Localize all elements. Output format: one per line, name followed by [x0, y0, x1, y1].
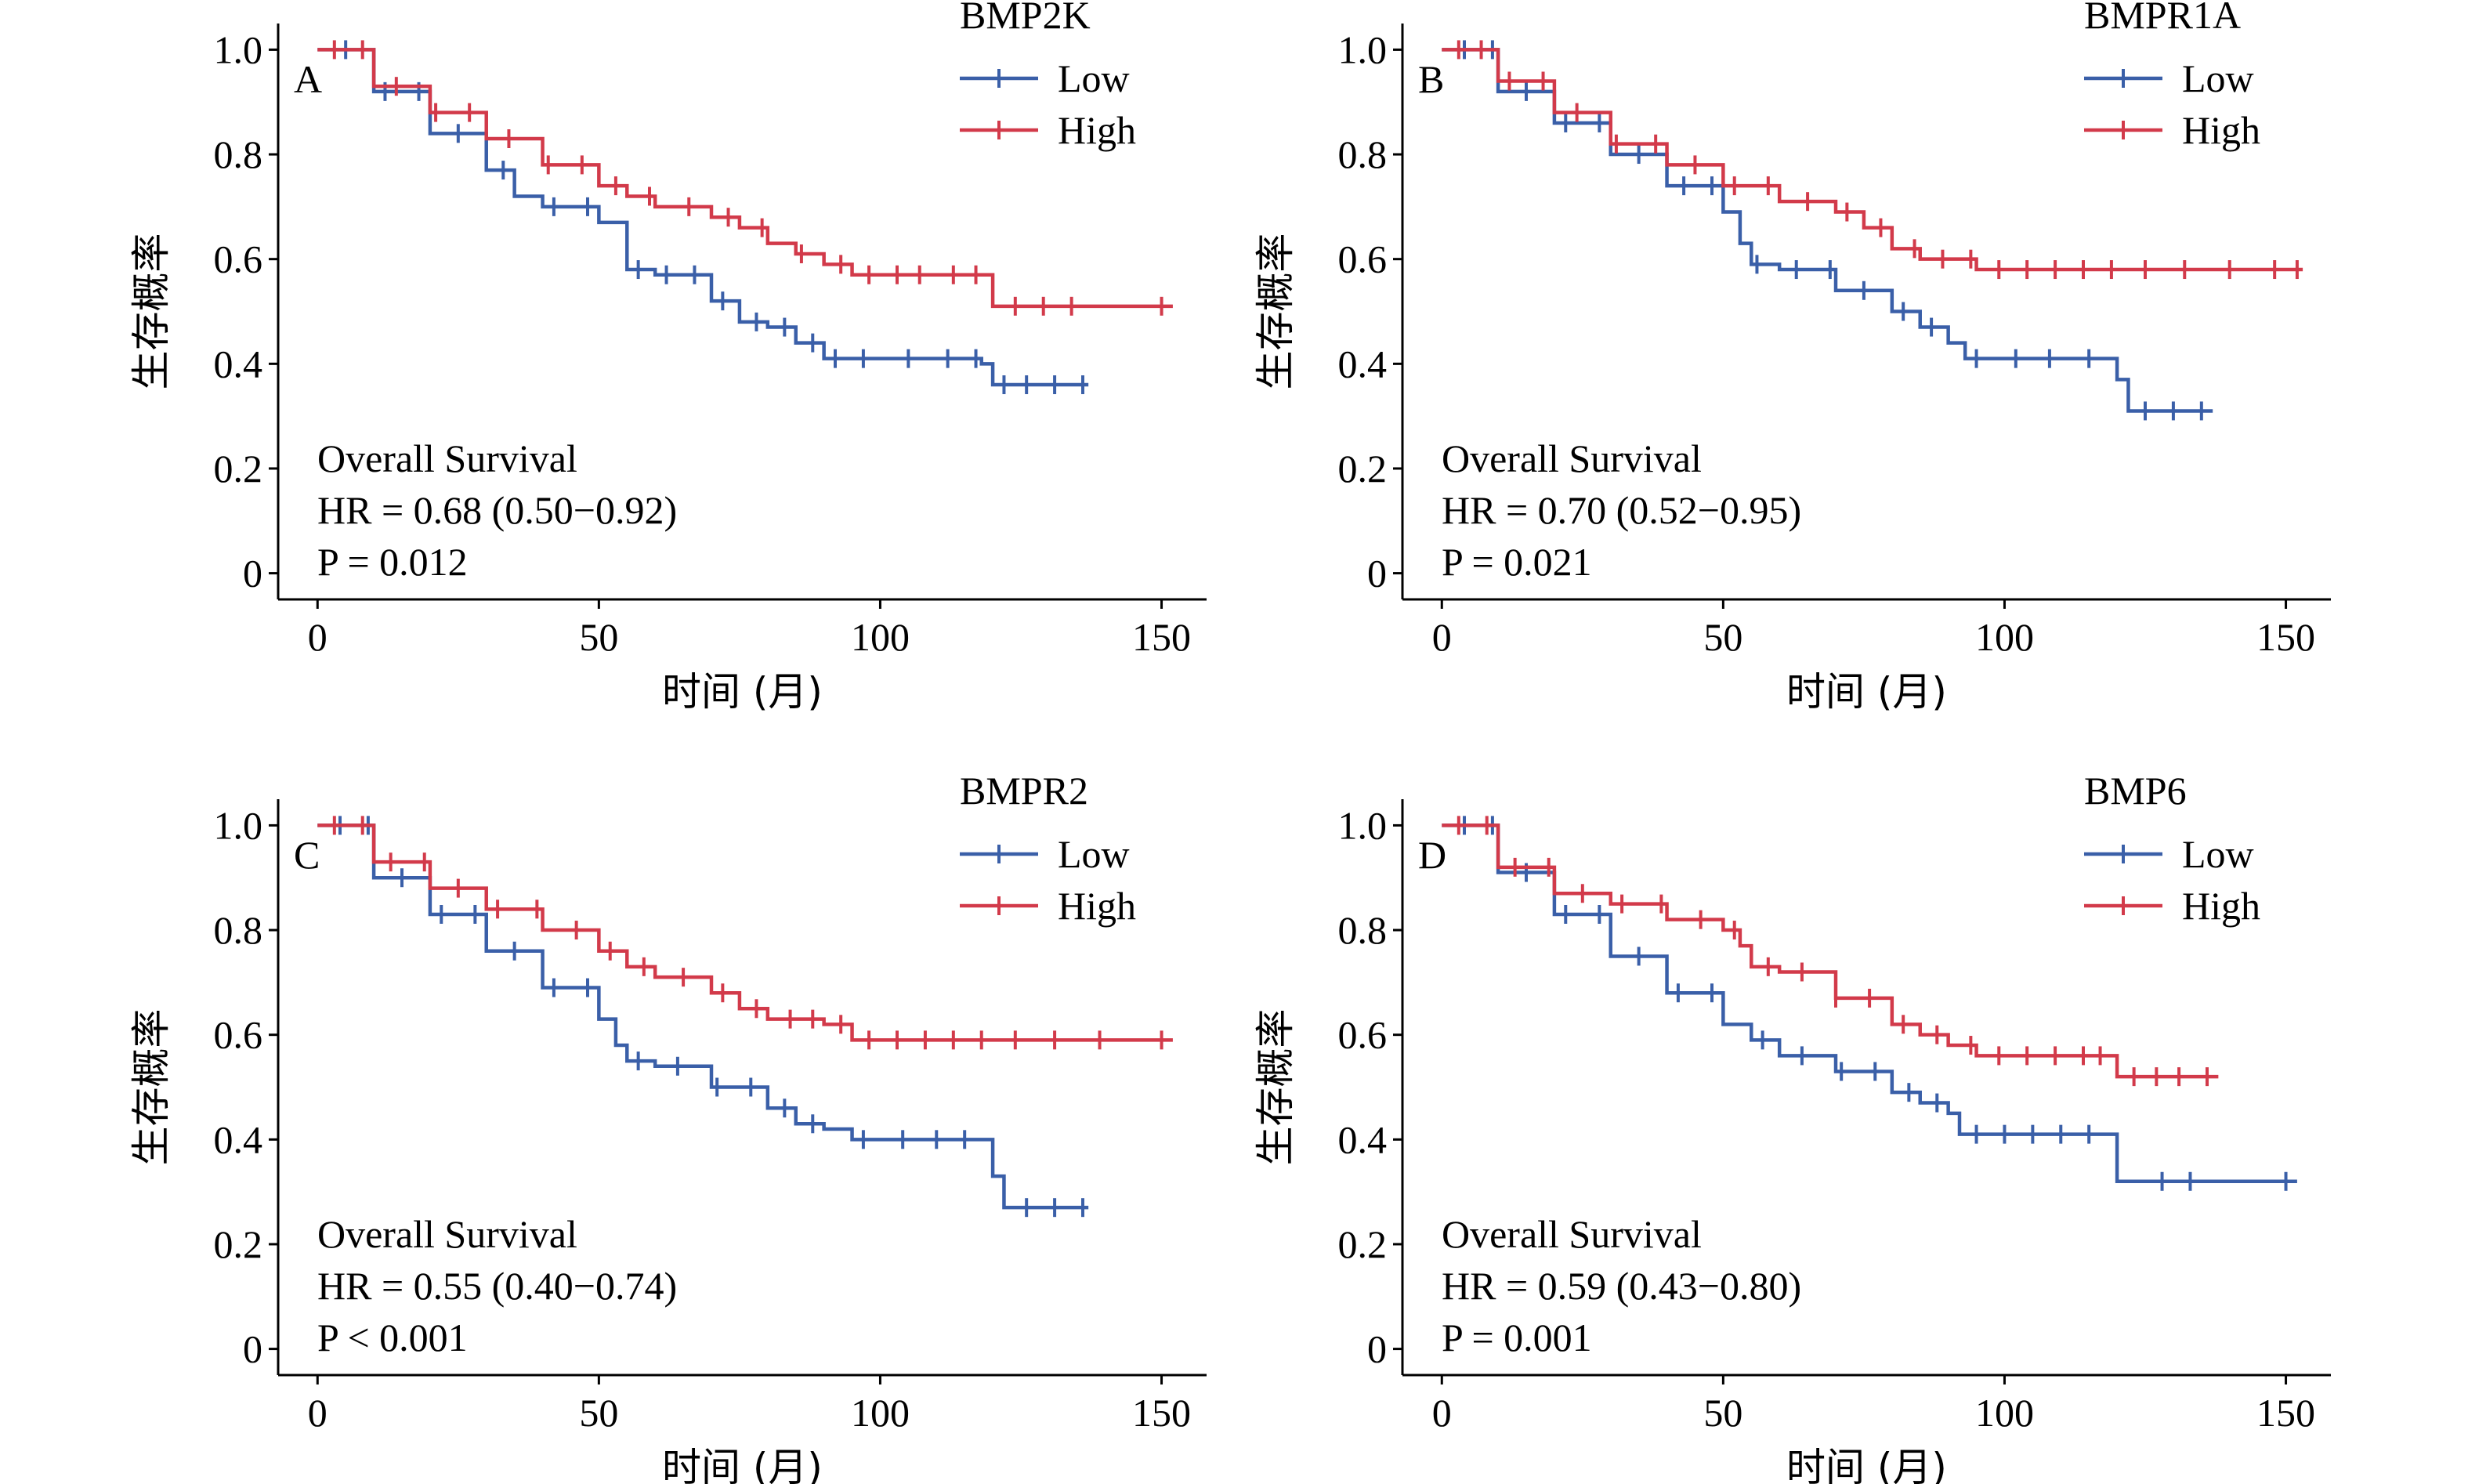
stat-line: Overall Survival [317, 1212, 577, 1256]
y-tick-label: 1.0 [1338, 27, 1388, 71]
y-tick-label: 0.2 [214, 1222, 263, 1266]
y-tick-label: 0.4 [214, 342, 263, 385]
panel-d: 0 0.2 0.4 0.6 0.8 1.0 0 50 100 150 时间 (月) 生存概率 D BMP6… [1253, 769, 2331, 1484]
y-tick-label: 0 [1367, 552, 1387, 595]
legend-label-low: Low [1058, 56, 1130, 100]
y-tick-label: 0 [243, 1327, 262, 1371]
x-tick-label: 100 [1975, 615, 2034, 659]
stat-line: P = 0.001 [1442, 1316, 1592, 1359]
y-tick-label: 0 [243, 552, 262, 595]
legend-title: BMP6 [2084, 769, 2187, 813]
stat-line: HR = 0.59 (0.43−0.80) [1442, 1264, 1801, 1308]
stat-line: HR = 0.68 (0.50−0.92) [317, 488, 677, 532]
stat-line: Overall Survival [317, 436, 577, 480]
y-axis-title: 生存概率 [1253, 233, 1298, 390]
panel-letter: B [1418, 57, 1444, 101]
panel-letter: C [294, 833, 320, 877]
x-axis-title: 时间 (月) [1786, 1445, 1947, 1484]
x-axis-title: 时间 (月) [1786, 669, 1947, 715]
y-tick-label: 0.2 [214, 447, 263, 490]
x-tick-label: 100 [851, 1391, 910, 1435]
y-tick-label: 0.8 [214, 132, 263, 176]
stat-line: P < 0.001 [317, 1316, 468, 1359]
x-tick-label: 150 [1132, 615, 1191, 659]
km-curve-high [1442, 48, 2303, 272]
panel-letter: A [294, 57, 322, 101]
x-tick-label: 150 [2256, 1391, 2315, 1435]
km-curve-low [317, 48, 1089, 387]
y-tick-label: 0.4 [1338, 1117, 1388, 1161]
km-curve-low [317, 823, 1089, 1210]
x-tick-label: 100 [851, 615, 910, 659]
y-tick-label: 0.2 [1338, 1222, 1388, 1266]
x-tick-label: 50 [579, 615, 618, 659]
y-tick-label: 0.6 [1338, 237, 1388, 281]
x-tick-label: 50 [579, 1391, 618, 1435]
y-tick-label: 0.6 [214, 237, 263, 281]
legend-label-low: Low [2182, 832, 2254, 876]
y-axis-title: 生存概率 [1253, 1009, 1298, 1166]
x-tick-label: 150 [1132, 1391, 1191, 1435]
x-tick-label: 100 [1975, 1391, 2034, 1435]
legend-label-high: High [1058, 108, 1136, 152]
x-tick-label: 0 [1432, 615, 1452, 659]
y-tick-label: 0.4 [1338, 342, 1388, 385]
panel-a: 0 0.2 0.4 0.6 0.8 1.0 0 50 100 150 时间 (月) 生存概率 A BMP2… [128, 0, 1207, 715]
y-tick-label: 0.6 [1338, 1013, 1388, 1057]
legend-title: BMPR2 [960, 769, 1088, 813]
legend-label-high: High [2182, 108, 2260, 152]
y-tick-label: 0.2 [1338, 447, 1388, 490]
panel-b: 0 0.2 0.4 0.6 0.8 1.0 0 50 100 150 时间 (月) 生存概率 B BMPR… [1253, 0, 2331, 715]
y-tick-label: 0.8 [1338, 908, 1388, 952]
y-tick-label: 0 [1367, 1327, 1387, 1371]
y-tick-label: 1.0 [214, 803, 263, 847]
y-tick-label: 0.8 [214, 908, 263, 952]
legend-label-low: Low [2182, 56, 2254, 100]
panel-c: 0 0.2 0.4 0.6 0.8 1.0 0 50 100 150 时间 (月) 生存概率 C BMPR… [128, 769, 1207, 1484]
y-tick-label: 1.0 [1338, 803, 1388, 847]
stat-line: HR = 0.55 (0.40−0.74) [317, 1264, 677, 1308]
y-axis-title: 生存概率 [128, 233, 174, 390]
x-tick-label: 0 [1432, 1391, 1452, 1435]
km-curve-high [1442, 823, 2219, 1079]
y-tick-label: 0.8 [1338, 132, 1388, 176]
km-curve-high [317, 48, 1173, 309]
legend-label-high: High [1058, 884, 1136, 928]
x-tick-label: 50 [1703, 1391, 1742, 1435]
y-tick-label: 0.6 [214, 1013, 263, 1057]
x-tick-label: 0 [308, 1391, 327, 1435]
panel-letter: D [1418, 833, 1446, 877]
x-tick-label: 0 [308, 615, 327, 659]
legend-label-low: Low [1058, 832, 1130, 876]
y-axis-title: 生存概率 [128, 1009, 174, 1166]
x-axis-title: 时间 (月) [662, 1445, 823, 1484]
stat-line: Overall Survival [1442, 1212, 1702, 1256]
y-tick-label: 0.4 [214, 1117, 263, 1161]
km-curve-high [317, 823, 1173, 1042]
stat-line: Overall Survival [1442, 436, 1702, 480]
x-tick-label: 150 [2256, 615, 2315, 659]
km-curve-low [1442, 48, 2213, 413]
y-tick-label: 1.0 [214, 27, 263, 71]
x-axis-title: 时间 (月) [662, 669, 823, 715]
x-tick-label: 50 [1703, 615, 1742, 659]
legend-title: BMPR1A [2084, 0, 2241, 37]
stat-line: P = 0.012 [317, 540, 468, 584]
stat-line: HR = 0.70 (0.52−0.95) [1442, 488, 1801, 532]
legend-label-high: High [2182, 884, 2260, 928]
stat-line: P = 0.021 [1442, 540, 1592, 584]
legend-title: BMP2K [960, 0, 1091, 37]
